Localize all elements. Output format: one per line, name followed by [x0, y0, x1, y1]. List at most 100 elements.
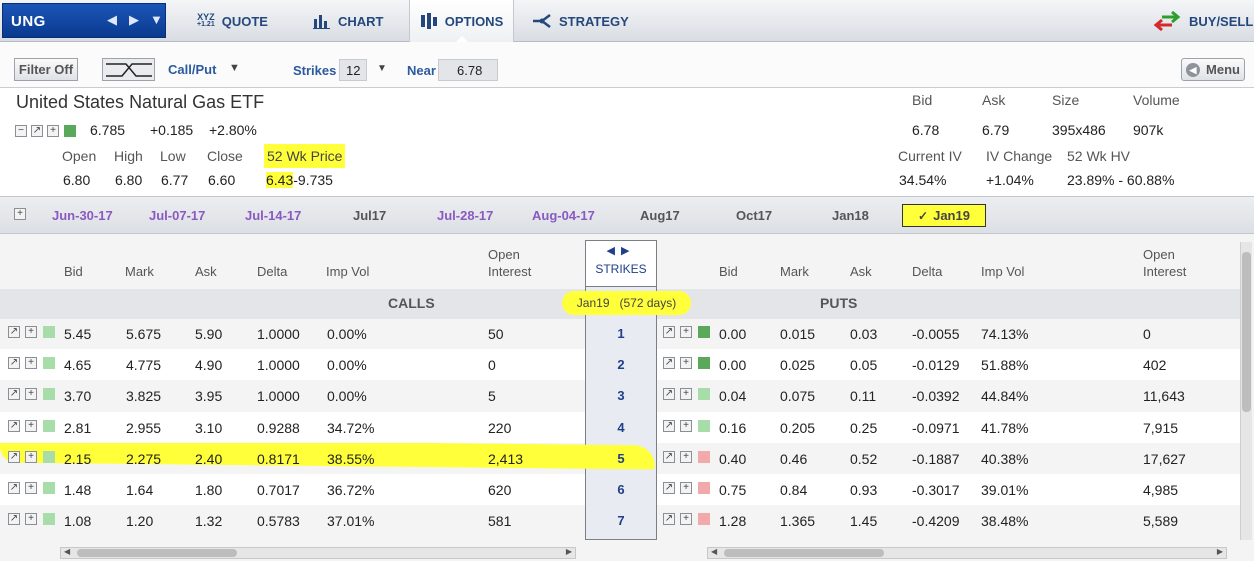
put-oi[interactable]: 11,643: [1143, 388, 1185, 405]
vertical-scrollbar[interactable]: [1240, 242, 1252, 540]
call-delta[interactable]: 0.9288: [257, 419, 300, 436]
tab-options[interactable]: OPTIONS: [409, 0, 514, 43]
calls-scroll-thumb[interactable]: [77, 549, 237, 557]
trade-icon[interactable]: ↗: [8, 326, 20, 338]
put-delta[interactable]: -0.3017: [912, 482, 960, 498]
trade-icon[interactable]: ↗: [663, 419, 675, 432]
puts-scroll-thumb[interactable]: [724, 549, 884, 557]
add-icon[interactable]: +: [25, 419, 37, 432]
put-iv[interactable]: 41.78%: [981, 419, 1029, 436]
put-iv[interactable]: 39.01%: [981, 482, 1029, 498]
call-bid[interactable]: 1.08: [64, 513, 92, 530]
expiry-tab[interactable]: Aug-04-17: [532, 208, 595, 223]
put-oi[interactable]: 17,627: [1143, 450, 1186, 467]
put-delta[interactable]: -0.0392: [912, 388, 960, 405]
chain-row[interactable]: ↗ +5.45 5.675 5.90 1.0000 0.00% 50 1 ↗ +0.00 0.015…: [0, 318, 1240, 349]
trade-icon[interactable]: ↗: [663, 326, 675, 338]
trade-icon[interactable]: ↗: [663, 357, 675, 370]
scroll-right-icon[interactable]: ▶: [1216, 547, 1223, 556]
put-ask[interactable]: 0.05: [850, 357, 878, 374]
trade-icon[interactable]: ↗: [8, 388, 20, 401]
vertical-scroll-thumb[interactable]: [1242, 252, 1251, 412]
puts-horizontal-scrollbar[interactable]: ◀ ▶: [707, 547, 1227, 559]
call-bid[interactable]: 5.45: [64, 326, 92, 342]
add-icon[interactable]: +: [680, 326, 692, 338]
strikes-dropdown-icon[interactable]: ▼: [377, 63, 387, 74]
call-oi[interactable]: 5: [488, 388, 496, 405]
call-delta[interactable]: 1.0000: [257, 388, 300, 405]
put-ask[interactable]: 0.52: [850, 450, 878, 467]
expiry-tab[interactable]: Jul17: [353, 208, 387, 223]
trade-icon[interactable]: ↗: [8, 513, 20, 526]
filter-button[interactable]: Filter Off: [14, 58, 78, 81]
call-oi[interactable]: 50: [488, 326, 504, 342]
call-iv[interactable]: 36.72%: [327, 482, 375, 498]
put-oi[interactable]: 7,915: [1143, 419, 1179, 436]
menu-button[interactable]: ◀ Menu: [1181, 58, 1245, 81]
scroll-right-icon[interactable]: ▶: [565, 547, 572, 556]
call-bid[interactable]: 1.48: [64, 482, 92, 498]
payoff-shape-selector[interactable]: [102, 58, 155, 81]
call-bid[interactable]: 2.81: [64, 419, 92, 436]
call-iv[interactable]: 0.00%: [327, 326, 367, 342]
put-mark[interactable]: 1.365: [780, 513, 816, 530]
call-put-dropdown-icon[interactable]: ▼: [229, 62, 240, 74]
call-delta[interactable]: 0.8171: [257, 450, 300, 467]
add-icon[interactable]: +: [25, 450, 37, 463]
strike-value[interactable]: 5: [617, 450, 625, 466]
put-iv[interactable]: 74.13%: [981, 326, 1029, 342]
put-mark[interactable]: 0.075: [780, 388, 816, 405]
add-icon[interactable]: +: [25, 388, 37, 401]
put-bid[interactable]: 0.40: [719, 450, 747, 467]
add-icon[interactable]: +: [25, 482, 37, 494]
call-ask[interactable]: 3.95: [195, 388, 223, 405]
put-bid[interactable]: 0.16: [719, 419, 747, 436]
call-iv[interactable]: 34.72%: [327, 419, 375, 436]
put-bid[interactable]: 0.04: [719, 388, 747, 405]
symbol-selector[interactable]: UNG ◀ ▶ ▼: [2, 3, 166, 38]
chain-row[interactable]: ↗ +2.15 2.275 2.40 0.8171 38.55% 2,413 5 ↗ +0.40 0…: [0, 443, 1240, 474]
strike-value[interactable]: 1: [617, 326, 625, 341]
put-bid[interactable]: 0.00: [719, 326, 747, 342]
call-mark[interactable]: 3.825: [126, 388, 162, 405]
call-oi[interactable]: 220: [488, 419, 512, 436]
tab-quote[interactable]: XYZ +1.21 QUOTE: [197, 0, 268, 42]
put-mark[interactable]: 0.015: [780, 326, 816, 342]
call-ask[interactable]: 4.90: [195, 357, 223, 374]
call-mark[interactable]: 4.775: [126, 357, 162, 374]
put-iv[interactable]: 44.84%: [981, 388, 1029, 405]
call-delta[interactable]: 0.7017: [257, 482, 300, 498]
call-ask[interactable]: 1.80: [195, 482, 223, 498]
call-oi[interactable]: 0: [488, 357, 496, 374]
next-symbol-icon[interactable]: ▶: [129, 12, 139, 27]
tab-chart[interactable]: CHART: [313, 0, 384, 42]
near-price-input[interactable]: 6.78: [438, 59, 498, 81]
put-ask[interactable]: 0.25: [850, 419, 878, 436]
expiry-tab[interactable]: Jan18: [832, 208, 869, 223]
call-oi[interactable]: 620: [488, 482, 512, 498]
put-ask[interactable]: 0.11: [850, 388, 877, 405]
add-icon[interactable]: +: [25, 326, 37, 338]
put-oi[interactable]: 4,985: [1143, 482, 1179, 498]
add-icon[interactable]: +: [680, 450, 692, 463]
call-bid[interactable]: 4.65: [64, 357, 92, 374]
trade-icon[interactable]: ↗: [8, 357, 20, 370]
dropdown-icon[interactable]: ▼: [150, 12, 163, 27]
add-icon[interactable]: +: [47, 125, 59, 137]
put-delta[interactable]: -0.0971: [912, 419, 960, 436]
trade-icon[interactable]: ↗: [663, 388, 675, 401]
expiry-tab[interactable]: Jul-28-17: [437, 208, 494, 223]
add-icon[interactable]: +: [680, 513, 692, 526]
call-mark[interactable]: 2.275: [126, 450, 162, 467]
put-bid[interactable]: 0.75: [719, 482, 747, 498]
add-icon[interactable]: +: [680, 388, 692, 401]
trade-icon[interactable]: ↗: [663, 482, 675, 494]
tab-strategy[interactable]: STRATEGY: [532, 0, 629, 42]
expiry-tab[interactable]: Oct17: [736, 208, 773, 223]
expiry-tab[interactable]: Aug17: [640, 208, 680, 223]
call-delta[interactable]: 1.0000: [257, 357, 300, 374]
calls-horizontal-scrollbar[interactable]: ◀ ▶: [60, 547, 576, 559]
call-ask[interactable]: 5.90: [195, 326, 223, 342]
trade-icon[interactable]: ↗: [663, 450, 675, 463]
put-mark[interactable]: 0.84: [780, 482, 808, 498]
